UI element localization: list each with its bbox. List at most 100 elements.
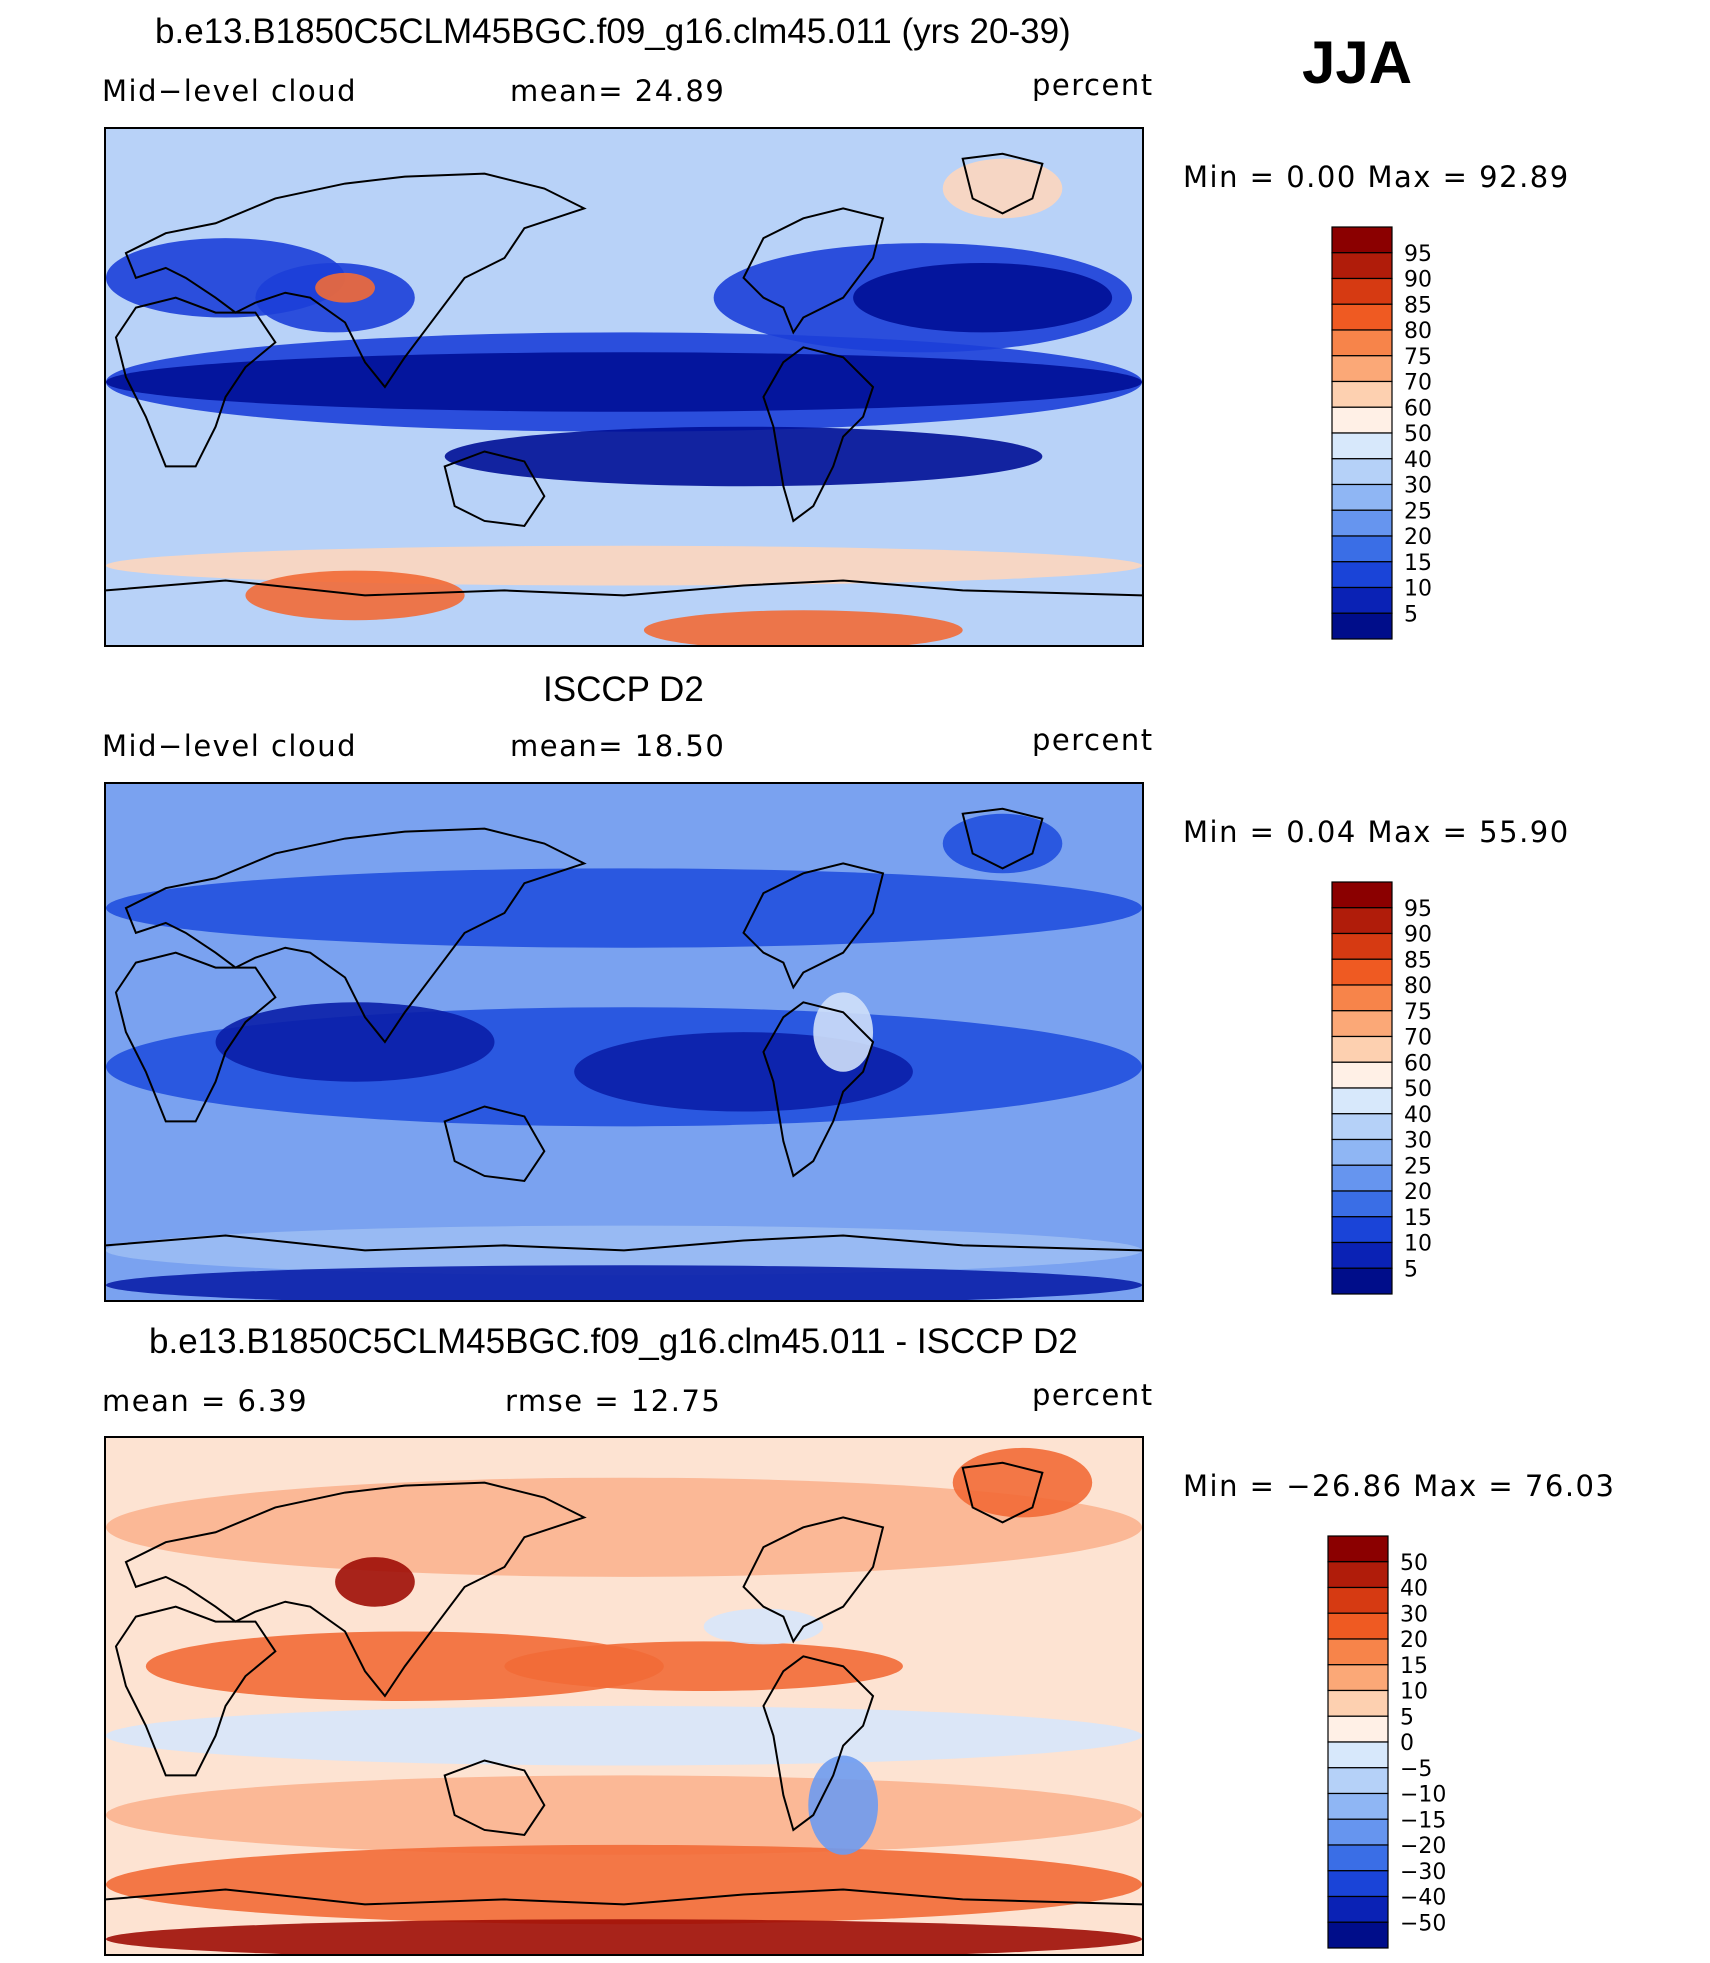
colorbar-tick-label: −20 — [1400, 1834, 1446, 1859]
colorbar-tick-label: −30 — [1400, 1860, 1446, 1885]
coastline — [742, 1516, 885, 1644]
colorbar-swatch — [1327, 1741, 1389, 1769]
colorbar-swatch — [1327, 1818, 1389, 1846]
panel-3-title: b.e13.B1850C5CLM45BGC.f09_g16.clm45.011 … — [149, 1322, 1078, 1361]
panel-2-minmax-label: Min = 0.04 Max = 55.90 — [1183, 815, 1570, 849]
colorbar-swatch — [1331, 509, 1393, 537]
colorbar-swatch — [1331, 932, 1393, 960]
panel-2-units-label: percent — [1032, 723, 1154, 757]
colorbar-swatch — [1331, 406, 1393, 434]
coastline — [762, 1001, 875, 1178]
colorbar-swatch — [1331, 958, 1393, 986]
colorbar-tick-label: 15 — [1404, 551, 1432, 576]
colorbar-tick-label: 50 — [1404, 1077, 1432, 1102]
colorbar-tick-label: 30 — [1404, 1129, 1432, 1154]
colorbar-tick-label: 15 — [1400, 1654, 1428, 1679]
colorbar-tick-label: 95 — [1404, 242, 1432, 267]
colorbar-tick-label: 70 — [1404, 371, 1432, 396]
coastline — [443, 1105, 546, 1182]
colorbar-tick-label: 20 — [1400, 1628, 1428, 1653]
coastline — [961, 1461, 1044, 1524]
field-region — [215, 1002, 495, 1082]
colorbar-tick-label: 60 — [1404, 396, 1432, 421]
colorbar-swatch — [1331, 535, 1393, 563]
colorbar-swatch — [1331, 1267, 1393, 1295]
colorbar-swatch — [1331, 984, 1393, 1012]
colorbar-swatch — [1331, 561, 1393, 589]
panel-3-colorbar: 50 40 30 20 15 10 5 0 −5 −10 −15 −20 −30 −40 −50 — [1327, 1535, 1478, 1953]
panel-1-title: b.e13.B1850C5CLM45BGC.f09_g16.clm45.011 … — [155, 12, 1071, 51]
field-region — [106, 1844, 1142, 1925]
colorbar-swatch — [1327, 1921, 1389, 1949]
coastline — [762, 1655, 875, 1832]
colorbar-tick-label: −50 — [1400, 1911, 1446, 1936]
coastline — [114, 1605, 277, 1777]
coastline — [443, 1759, 546, 1836]
colorbar-tick-label: 5 — [1400, 1705, 1414, 1730]
colorbar-tick-label: 15 — [1404, 1206, 1432, 1231]
panel-1-variable-label: Mid−level cloud — [102, 74, 357, 108]
panel-3-rmse-label: rmse = 12.75 — [505, 1384, 722, 1418]
colorbar-tick-label: 10 — [1404, 1232, 1432, 1257]
panel-3-mean-label: mean = 6.39 — [102, 1384, 309, 1418]
colorbar-swatch — [1331, 303, 1393, 331]
colorbar-swatch — [1331, 329, 1393, 357]
field-region — [942, 813, 1063, 874]
colorbar-tick-label: −15 — [1400, 1808, 1446, 1833]
colorbar-swatch — [1331, 1113, 1393, 1141]
field-region — [106, 1919, 1142, 1954]
colorbar-tick-label: 75 — [1404, 345, 1432, 370]
field-region — [106, 868, 1142, 948]
colorbar-tick-label: 20 — [1404, 525, 1432, 550]
colorbar-swatch — [1327, 1535, 1389, 1563]
colorbar-swatch — [1331, 458, 1393, 486]
field-region — [813, 992, 874, 1072]
colorbar-tick-label: 30 — [1400, 1602, 1428, 1627]
coastline — [961, 807, 1044, 870]
panel-1-colorbar: 95 90 85 80 75 70 60 50 40 30 25 20 15 10 5 — [1331, 226, 1482, 644]
coastline — [961, 152, 1044, 215]
field-region — [106, 1705, 1142, 1766]
coastline — [742, 207, 885, 335]
colorbar-swatch — [1327, 1638, 1389, 1666]
colorbar-swatch — [1327, 1561, 1389, 1589]
colorbar-tick-label: 80 — [1404, 319, 1432, 344]
panel-1-map — [104, 127, 1144, 647]
colorbar-swatch — [1327, 1767, 1389, 1795]
colorbar-swatch — [1331, 1190, 1393, 1218]
field-region — [106, 352, 1142, 412]
colorbar-swatch — [1331, 380, 1393, 408]
panel-2-map — [104, 782, 1144, 1302]
coastline — [124, 1481, 587, 1698]
colorbar-tick-label: 75 — [1404, 1000, 1432, 1025]
colorbar-tick-label: 90 — [1404, 268, 1432, 293]
colorbar-swatch — [1331, 1138, 1393, 1166]
field-region — [315, 272, 375, 303]
colorbar-tick-label: −5 — [1400, 1757, 1432, 1782]
colorbar-swatch — [1331, 226, 1393, 254]
field-region — [942, 158, 1063, 219]
field-region — [853, 262, 1113, 333]
colorbar-tick-label: 5 — [1404, 1257, 1418, 1282]
coastline — [106, 1234, 1142, 1252]
colorbar-swatch — [1331, 355, 1393, 383]
colorbar-tick-label: 40 — [1404, 1103, 1432, 1128]
field-region — [504, 1641, 903, 1692]
field-region — [106, 545, 1142, 586]
colorbar-swatch — [1327, 1612, 1389, 1640]
panel-2-title: ISCCP D2 — [543, 670, 704, 709]
field-region — [643, 610, 963, 645]
panel-2-variable-label: Mid−level cloud — [102, 729, 357, 763]
colorbar-tick-label: 10 — [1400, 1680, 1428, 1705]
panel-1-minmax-label: Min = 0.00 Max = 92.89 — [1183, 160, 1570, 194]
colorbar-tick-label: 85 — [1404, 293, 1432, 318]
colorbar-tick-label: 70 — [1404, 1026, 1432, 1051]
coastline — [114, 296, 277, 468]
field-region — [106, 1775, 1142, 1855]
colorbar-tick-label: −10 — [1400, 1783, 1446, 1808]
colorbar-swatch — [1331, 252, 1393, 280]
colorbar-tick-label: 25 — [1404, 499, 1432, 524]
colorbar-swatch — [1331, 1164, 1393, 1192]
colorbar-swatch — [1327, 1715, 1389, 1743]
colorbar-swatch — [1331, 1061, 1393, 1089]
